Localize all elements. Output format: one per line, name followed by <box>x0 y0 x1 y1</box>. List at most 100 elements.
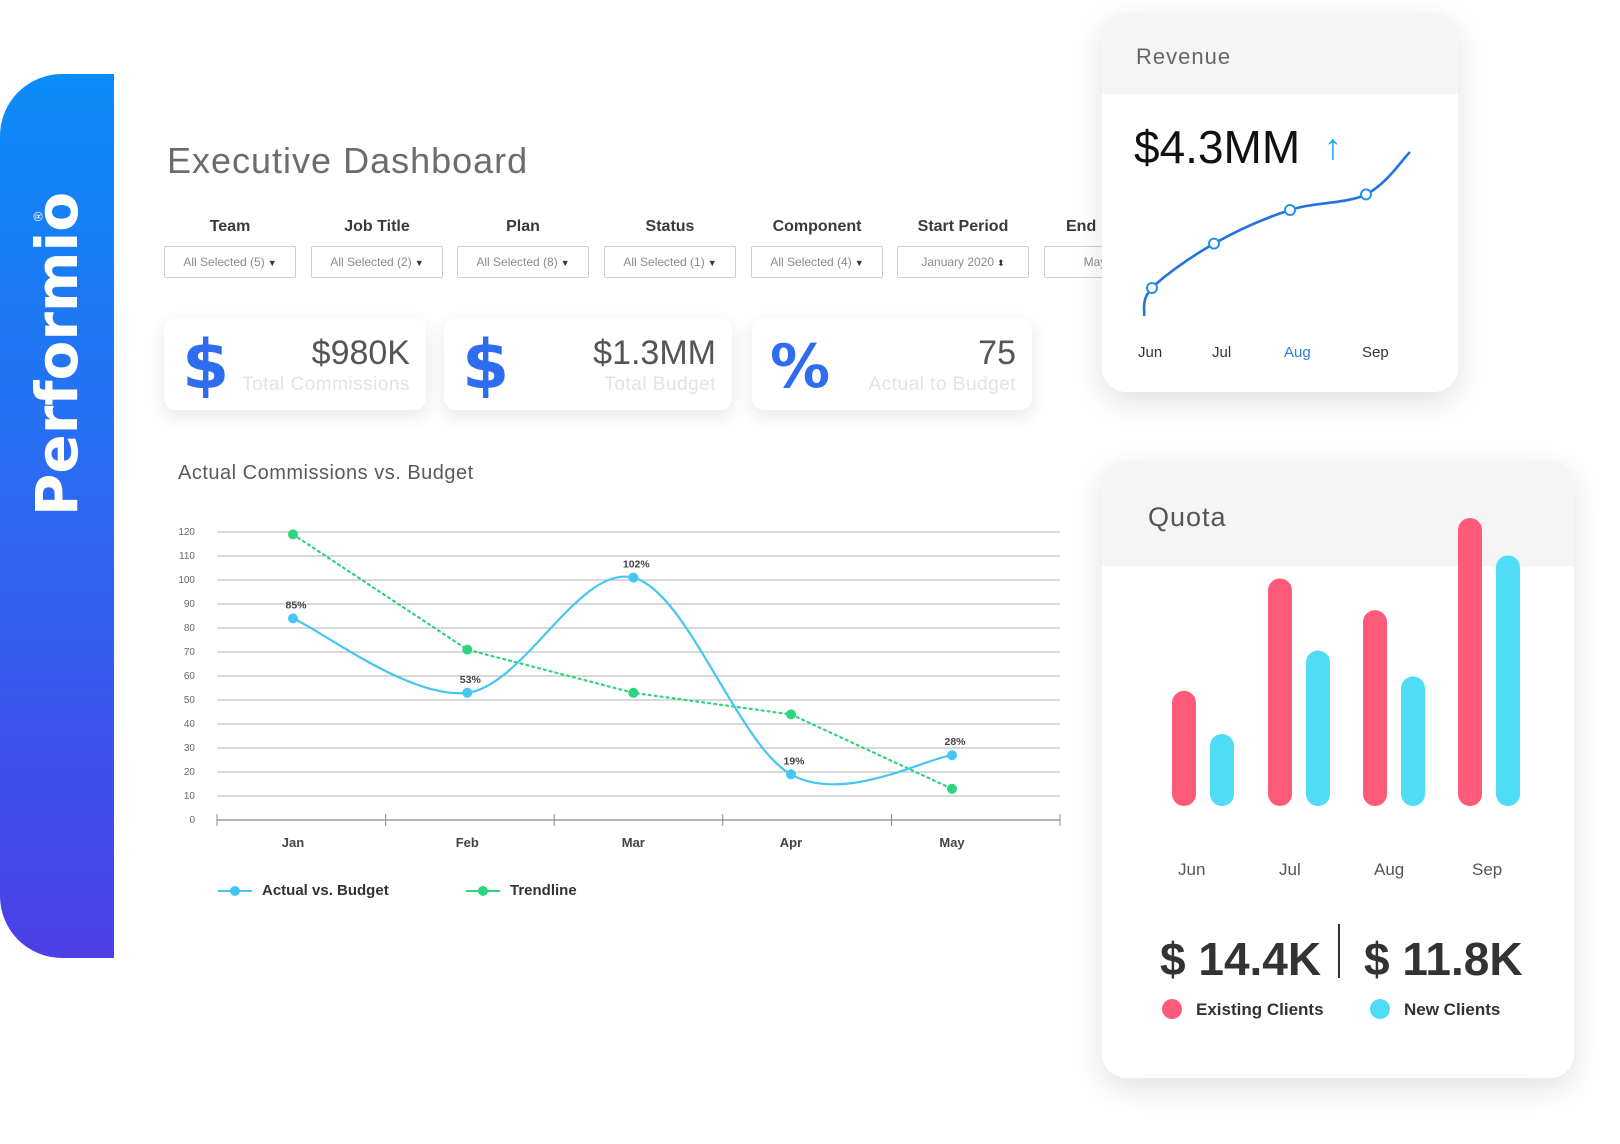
caret-down-icon: ▼ <box>560 258 570 268</box>
filter-label: Team <box>209 218 251 235</box>
caret-down-icon: ▼ <box>414 258 424 268</box>
quota-bar <box>1172 690 1196 806</box>
month-label: Jul <box>1279 860 1301 879</box>
x-tick-label: Jan <box>282 835 304 850</box>
trendline-series <box>291 533 954 790</box>
card-header <box>1102 460 1574 566</box>
kpi-label: Total Budget <box>604 374 716 395</box>
filter-label: Start Period <box>917 218 1009 235</box>
end-period-field[interactable]: May <box>1044 246 1104 278</box>
y-tick-label: 90 <box>184 599 196 610</box>
legend-dot-icon <box>1370 998 1390 1019</box>
trendline-point <box>288 529 298 540</box>
data-label: 102% <box>623 559 651 571</box>
legend-dot-icon <box>1162 998 1182 1019</box>
chart-title: Actual Commissions vs. Budget <box>178 462 474 484</box>
y-tick-label: 50 <box>184 695 196 706</box>
y-tick-label: 80 <box>184 623 196 634</box>
y-tick-label: 120 <box>178 527 195 538</box>
quota-bar-chart <box>1172 518 1520 806</box>
arrow-up-icon: ↑ <box>1324 126 1342 167</box>
actual-point <box>462 687 473 698</box>
dollar-icon: $ <box>182 326 230 405</box>
percent-icon: % <box>770 332 831 402</box>
y-tick-label: 20 <box>184 767 196 778</box>
revenue-line-chart <box>1142 151 1411 317</box>
month-label: Sep <box>1472 860 1503 879</box>
legend-existing-clients[interactable]: Existing Clients <box>1162 998 1324 1020</box>
revenue-point <box>1146 282 1158 294</box>
kpi-value: $1.3MM <box>593 334 716 372</box>
revenue-point <box>1284 204 1296 216</box>
x-tick-label: Feb <box>456 835 479 850</box>
kpi-label: Actual to Budget <box>868 374 1016 395</box>
data-label: 53% <box>460 674 482 686</box>
card-title: Revenue <box>1136 44 1232 69</box>
month-label-active[interactable]: Aug <box>1284 344 1311 361</box>
month-label: Sep <box>1362 344 1389 361</box>
quota-bar <box>1306 650 1330 806</box>
kpi-total-budget: $ $1.3MM Total Budget <box>444 318 732 410</box>
filter-label: Component <box>772 218 862 235</box>
revenue-series <box>1142 151 1411 317</box>
stepper-arrows-icon[interactable]: ⬍ <box>997 258 1005 268</box>
y-tick-label: 100 <box>178 575 195 586</box>
month-label: Jul <box>1212 344 1232 361</box>
filter-team: Team All Selected (5) ▼ <box>164 218 296 278</box>
status-dropdown[interactable]: All Selected (1) ▼ <box>604 246 736 278</box>
caret-down-icon: ▼ <box>267 258 277 268</box>
month-label: Jun <box>1178 860 1206 879</box>
quota-bar <box>1458 518 1482 806</box>
actual-point <box>947 750 958 761</box>
filter-status: Status All Selected (1) ▼ <box>604 218 736 278</box>
start-period-stepper[interactable]: January 2020 ⬍ <box>897 246 1029 278</box>
plan-dropdown[interactable]: All Selected (8) ▼ <box>457 246 589 278</box>
trendline-point <box>947 783 958 794</box>
job-title-dropdown[interactable]: All Selected (2) ▼ <box>311 246 443 278</box>
legend-actual-vs-budget[interactable]: Actual vs. Budget <box>218 882 389 899</box>
filter-plan: Plan All Selected (8) ▼ <box>457 218 589 278</box>
legend-line-icon <box>466 886 500 897</box>
revenue-value: $4.3MM <box>1134 121 1301 173</box>
y-tick-label: 10 <box>184 791 196 802</box>
data-label: 19% <box>783 755 805 767</box>
filter-label: End <box>1066 218 1097 235</box>
quota-bar <box>1210 734 1234 806</box>
kpi-value: 75 <box>978 334 1016 372</box>
trendline-point <box>786 709 796 720</box>
component-dropdown[interactable]: All Selected (4) ▼ <box>751 246 883 278</box>
revenue-point <box>1360 188 1372 201</box>
card-title: Quota <box>1148 502 1227 532</box>
brand-sidebar: ® Performio <box>0 74 114 958</box>
y-tick-label: 70 <box>184 647 196 658</box>
card-header <box>1102 12 1458 94</box>
new-clients-value: $ 11.8K <box>1364 933 1523 985</box>
legend-new-clients[interactable]: New Clients <box>1370 998 1500 1020</box>
filter-start-period: Start Period January 2020 ⬍ <box>897 218 1029 278</box>
quota-bar <box>1401 676 1425 806</box>
y-tick-label: 110 <box>179 551 195 562</box>
x-tick-label: Apr <box>780 835 802 850</box>
quota-bar <box>1363 610 1387 806</box>
filter-component: Component All Selected (4) ▼ <box>751 218 883 278</box>
y-tick-label: 30 <box>184 743 196 754</box>
kpi-value: $980K <box>311 334 410 372</box>
actual-point <box>628 572 639 583</box>
quota-card: Quota Jun Jul Aug Sep $ 14.4K $ 11.8K Ex… <box>1102 460 1574 1078</box>
brand-logo[interactable]: Performio <box>23 191 91 517</box>
trendline-point <box>462 644 473 655</box>
kpi-label: Total Commissions <box>242 374 410 395</box>
data-label: 85% <box>285 599 307 611</box>
dollar-icon: $ <box>462 326 510 405</box>
existing-clients-value: $ 14.4K <box>1160 933 1322 985</box>
kpi-actual-to-budget: % 75 Actual to Budget <box>752 318 1032 410</box>
quota-bar <box>1268 578 1292 806</box>
actual-point <box>288 613 298 624</box>
legend-line-icon <box>218 886 252 897</box>
filter-label: Job Title <box>344 218 410 235</box>
y-tick-label: 60 <box>184 671 196 682</box>
commissions-line-chart: 0 10 20 30 40 50 60 70 80 90 100 110 120 Jan Feb Mar Apr… <box>178 527 1061 850</box>
team-dropdown[interactable]: All Selected (5) ▼ <box>164 246 296 278</box>
y-tick-label: 0 <box>189 815 195 826</box>
legend-trendline[interactable]: Trendline <box>466 882 577 899</box>
